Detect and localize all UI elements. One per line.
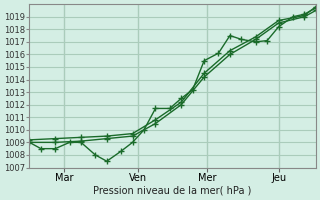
X-axis label: Pression niveau de la mer( hPa ): Pression niveau de la mer( hPa ) bbox=[93, 186, 252, 196]
